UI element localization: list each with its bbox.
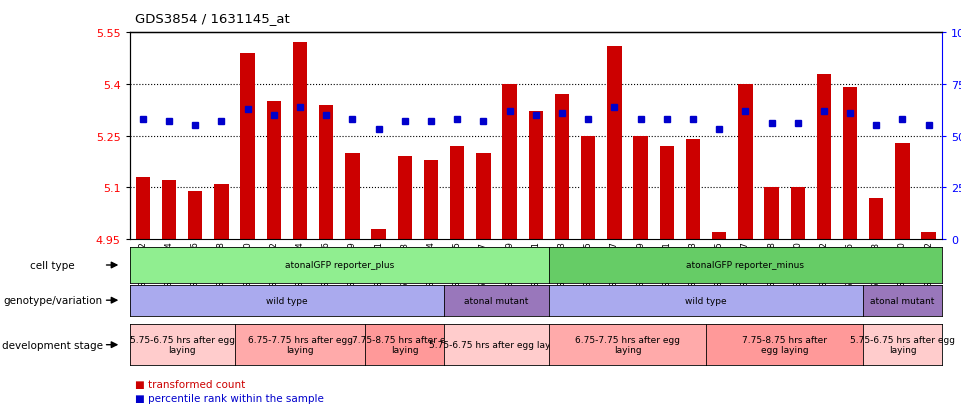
Bar [712,233,727,240]
Text: 7.75-8.75 hrs after
egg laying: 7.75-8.75 hrs after egg laying [742,335,827,354]
Bar [817,74,831,240]
Text: 5.75-6.75 hrs after egg
laying: 5.75-6.75 hrs after egg laying [850,335,955,354]
Bar [345,154,359,240]
Bar [633,136,648,240]
Bar [214,185,229,240]
Text: atonal mutant: atonal mutant [464,296,529,305]
Bar [188,191,203,240]
Bar [476,154,490,240]
Bar [659,147,674,240]
Bar [503,85,517,240]
Bar [240,54,255,240]
Text: 7.75-8.75 hrs after egg
laying: 7.75-8.75 hrs after egg laying [353,335,457,354]
Text: 6.75-7.75 hrs after egg
laying: 6.75-7.75 hrs after egg laying [575,335,680,354]
Text: 5.75-6.75 hrs after egg laying: 5.75-6.75 hrs after egg laying [429,340,564,349]
Text: ■ percentile rank within the sample: ■ percentile rank within the sample [135,393,324,403]
Text: wild type: wild type [266,296,308,305]
Bar [424,160,438,240]
Bar [398,157,412,240]
Bar [607,47,622,240]
Bar [791,188,805,240]
Text: 5.75-6.75 hrs after egg
laying: 5.75-6.75 hrs after egg laying [130,335,234,354]
Bar [319,105,333,240]
Bar [450,147,464,240]
Text: development stage: development stage [2,340,103,350]
Text: wild type: wild type [685,296,727,305]
Bar [266,102,281,240]
Text: atonal mutant: atonal mutant [871,296,935,305]
Text: cell type: cell type [30,260,75,271]
Text: 6.75-7.75 hrs after egg
laying: 6.75-7.75 hrs after egg laying [248,335,353,354]
Bar [529,112,543,240]
Bar [161,181,176,240]
Text: genotype/variation: genotype/variation [3,295,102,306]
Bar [581,136,596,240]
Bar [371,229,385,240]
Bar [293,43,308,240]
Bar [869,198,883,240]
Text: ■ transformed count: ■ transformed count [135,380,245,389]
Bar [554,95,569,240]
Bar [136,178,150,240]
Text: atonalGFP reporter_minus: atonalGFP reporter_minus [686,261,804,270]
Bar [738,85,752,240]
Text: atonalGFP reporter_plus: atonalGFP reporter_plus [284,261,394,270]
Bar [896,143,910,240]
Bar [843,88,857,240]
Bar [922,233,936,240]
Text: GDS3854 / 1631145_at: GDS3854 / 1631145_at [135,12,289,25]
Bar [764,188,778,240]
Bar [686,140,701,240]
